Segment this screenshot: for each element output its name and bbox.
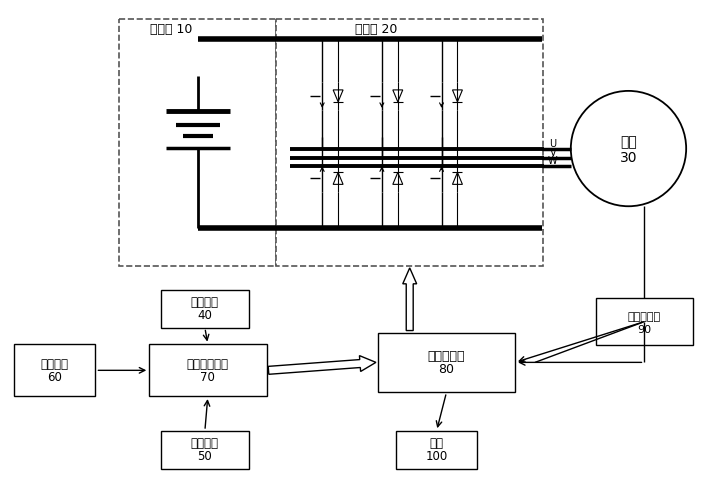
Text: 电机控制器: 电机控制器 — [428, 350, 465, 363]
Polygon shape — [403, 268, 417, 330]
Bar — [149, 344, 267, 396]
Bar — [396, 431, 478, 469]
Text: 70: 70 — [201, 371, 215, 384]
Bar — [596, 298, 693, 346]
Text: 50: 50 — [197, 450, 212, 464]
Text: 40: 40 — [197, 309, 212, 322]
Text: 逆变器 20: 逆变器 20 — [355, 22, 397, 36]
Text: V: V — [550, 148, 556, 158]
Text: 90: 90 — [637, 324, 652, 334]
Text: W: W — [548, 156, 558, 166]
Text: 仪表: 仪表 — [429, 438, 444, 450]
Bar — [378, 332, 515, 392]
Bar — [161, 290, 249, 328]
Text: 油门蹏板: 油门蹏板 — [191, 296, 219, 309]
Text: 电机: 电机 — [620, 136, 637, 149]
Text: 挡位开关: 挡位开关 — [41, 358, 69, 371]
Bar — [161, 431, 249, 469]
Text: 100: 100 — [425, 450, 447, 464]
Text: 60: 60 — [47, 371, 62, 384]
Text: 30: 30 — [619, 150, 637, 164]
Text: 电池组 10: 电池组 10 — [150, 22, 192, 36]
Bar — [119, 20, 277, 266]
Text: 速度传感器: 速度传感器 — [628, 312, 661, 322]
Bar — [277, 20, 543, 266]
Text: 制动蹏板: 制动蹏板 — [191, 438, 219, 450]
Text: 信号采集单元: 信号采集单元 — [187, 358, 229, 371]
Polygon shape — [268, 356, 376, 374]
Bar — [14, 344, 95, 396]
Text: 80: 80 — [439, 363, 455, 376]
Text: U: U — [549, 138, 556, 148]
